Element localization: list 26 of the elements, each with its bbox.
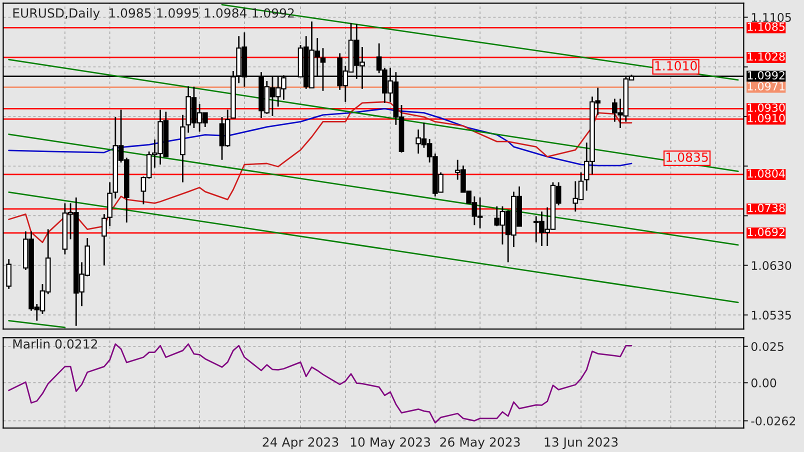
ref-line-label: 1.0910 (748, 114, 785, 122)
ref-line-label: 1.0992 (748, 71, 784, 80)
line-series (8, 101, 632, 244)
ref-line-label: 1.0804 (748, 169, 785, 178)
ref-line-label: 1.0930 (748, 103, 785, 112)
x-tick-label: 24 Apr 2023 (262, 437, 338, 450)
y-tick-label: 1.1105 (752, 12, 791, 22)
ref-line-label: 1.0971 (748, 82, 785, 90)
candlestick (102, 213, 107, 266)
y-tick-label: 0.025 (751, 342, 784, 352)
line-series (8, 108, 632, 166)
y-tick-label: 0.00 (751, 378, 776, 388)
ref-line-label: 1.0738 (748, 204, 785, 212)
annotation: 1.1010 (655, 61, 697, 71)
x-tick-label: 26 May 2023 (440, 437, 520, 450)
candlestick (6, 258, 12, 290)
y-tick-label: 1.0630 (752, 261, 792, 270)
y-tick-label: -0.0262 (751, 416, 796, 426)
y-tick-label: 1.0535 (752, 310, 791, 320)
ref-line-label: 1.1085 (748, 22, 785, 31)
ref-line-label: 1.0692 (748, 228, 784, 236)
x-tick-label: 10 May 2023 (350, 437, 430, 450)
annotation: 1.0835 (666, 152, 708, 162)
chart-title: Marlin 0.0212 (13, 339, 98, 349)
ref-line-label: 1.1028 (748, 52, 785, 61)
x-tick-label: 13 Jun 2023 (544, 437, 618, 450)
